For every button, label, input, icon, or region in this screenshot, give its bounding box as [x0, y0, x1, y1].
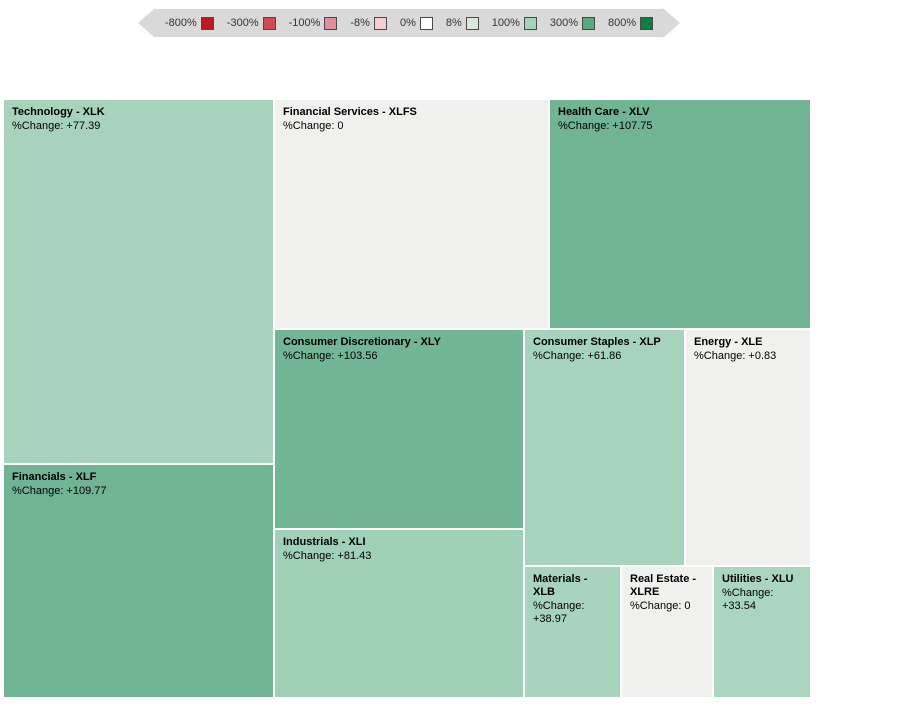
- treemap-tile-xlb[interactable]: Materials - XLB %Change: +38.97: [525, 567, 620, 697]
- tile-label: Utilities - XLU: [722, 573, 794, 585]
- legend-item: 0%: [399, 16, 433, 30]
- legend-item: -100%: [288, 16, 338, 30]
- legend-item: -800%: [165, 16, 214, 30]
- treemap-tile-xly[interactable]: Consumer Discretionary - XLY %Change: +10…: [275, 330, 523, 528]
- tile-change-value: %Change: 0: [630, 600, 691, 612]
- legend-color-swatch: [200, 16, 214, 30]
- legend-item: 300%: [549, 16, 596, 30]
- treemap-tile-xlv[interactable]: Health Care - XLV %Change: +107.75: [550, 100, 810, 328]
- tile-change-value: %Change: +77.39: [12, 120, 101, 132]
- tile-change-value: %Change: +38.97: [533, 600, 585, 625]
- treemap-tile-xle[interactable]: Energy - XLE %Change: +0.83: [686, 330, 810, 565]
- legend: -800% -300% -100% -8% 0% 8% 100% 300% 800%: [138, 8, 681, 38]
- tile-label: Health Care - XLV: [558, 106, 650, 118]
- tile-change-value: %Change: +109.77: [12, 485, 107, 497]
- legend-color-swatch: [465, 16, 479, 30]
- tile-change-value: %Change: +107.75: [558, 120, 653, 132]
- treemap-tile-xlf[interactable]: Financials - XLF %Change: +109.77: [4, 465, 273, 697]
- legend-item: 100%: [491, 16, 537, 30]
- legend-left-arrow-icon: [138, 8, 155, 38]
- legend-label: -300%: [226, 17, 259, 29]
- treemap-tile-xlk[interactable]: Technology - XLK %Change: +77.39: [4, 100, 273, 463]
- legend-item: 8%: [445, 16, 479, 30]
- legend-item: -300%: [226, 16, 276, 30]
- tile-change-value: %Change: +0.83: [694, 350, 777, 362]
- legend-color-swatch: [419, 16, 433, 30]
- tile-change-value: %Change: 0: [283, 120, 344, 132]
- legend-color-swatch: [324, 16, 338, 30]
- treemap-tile-xlp[interactable]: Consumer Staples - XLP %Change: +61.86: [525, 330, 684, 565]
- tile-label: Industrials - XLI: [283, 536, 366, 548]
- tile-label: Materials - XLB: [533, 573, 588, 598]
- legend-item: -8%: [350, 16, 387, 30]
- legend-scale: -800% -300% -100% -8% 0% 8% 100% 300% 800%: [155, 9, 664, 37]
- tile-change-value: %Change: +61.86: [533, 350, 622, 362]
- treemap-tile-xlu[interactable]: Utilities - XLU %Change: +33.54: [714, 567, 810, 697]
- tile-label: Technology - XLK: [12, 106, 105, 118]
- tile-label: Consumer Discretionary - XLY: [283, 336, 441, 348]
- tile-label: Financial Services - XLFS: [283, 106, 417, 118]
- tile-label: Financials - XLF: [12, 471, 97, 483]
- legend-label: -8%: [350, 17, 370, 29]
- treemap-tile-xlfs[interactable]: Financial Services - XLFS %Change: 0: [275, 100, 548, 328]
- legend-right-arrow-icon: [663, 8, 681, 38]
- legend-color-swatch: [373, 16, 387, 30]
- legend-label: 0%: [399, 17, 416, 29]
- legend-label: -800%: [165, 17, 197, 29]
- legend-label: 100%: [491, 17, 520, 29]
- treemap-tile-xli[interactable]: Industrials - XLI %Change: +81.43: [275, 530, 523, 697]
- tile-change-value: %Change: +103.56: [283, 350, 378, 362]
- legend-color-swatch: [582, 16, 596, 30]
- legend-item: 800%: [608, 16, 654, 30]
- tile-label: Consumer Staples - XLP: [533, 336, 661, 348]
- legend-color-swatch: [523, 16, 537, 30]
- tile-label: Real Estate - XLRE: [630, 573, 697, 598]
- legend-label: 800%: [608, 17, 637, 29]
- treemap-tile-xlre[interactable]: Real Estate - XLRE %Change: 0: [622, 567, 712, 697]
- legend-color-swatch: [262, 16, 276, 30]
- legend-label: 8%: [445, 17, 462, 29]
- tile-change-value: %Change: +81.43: [283, 550, 372, 562]
- legend-color-swatch: [640, 16, 654, 30]
- legend-label: 300%: [549, 17, 579, 29]
- legend-label: -100%: [288, 17, 321, 29]
- tile-label: Energy - XLE: [694, 336, 763, 348]
- tile-change-value: %Change: +33.54: [722, 587, 774, 612]
